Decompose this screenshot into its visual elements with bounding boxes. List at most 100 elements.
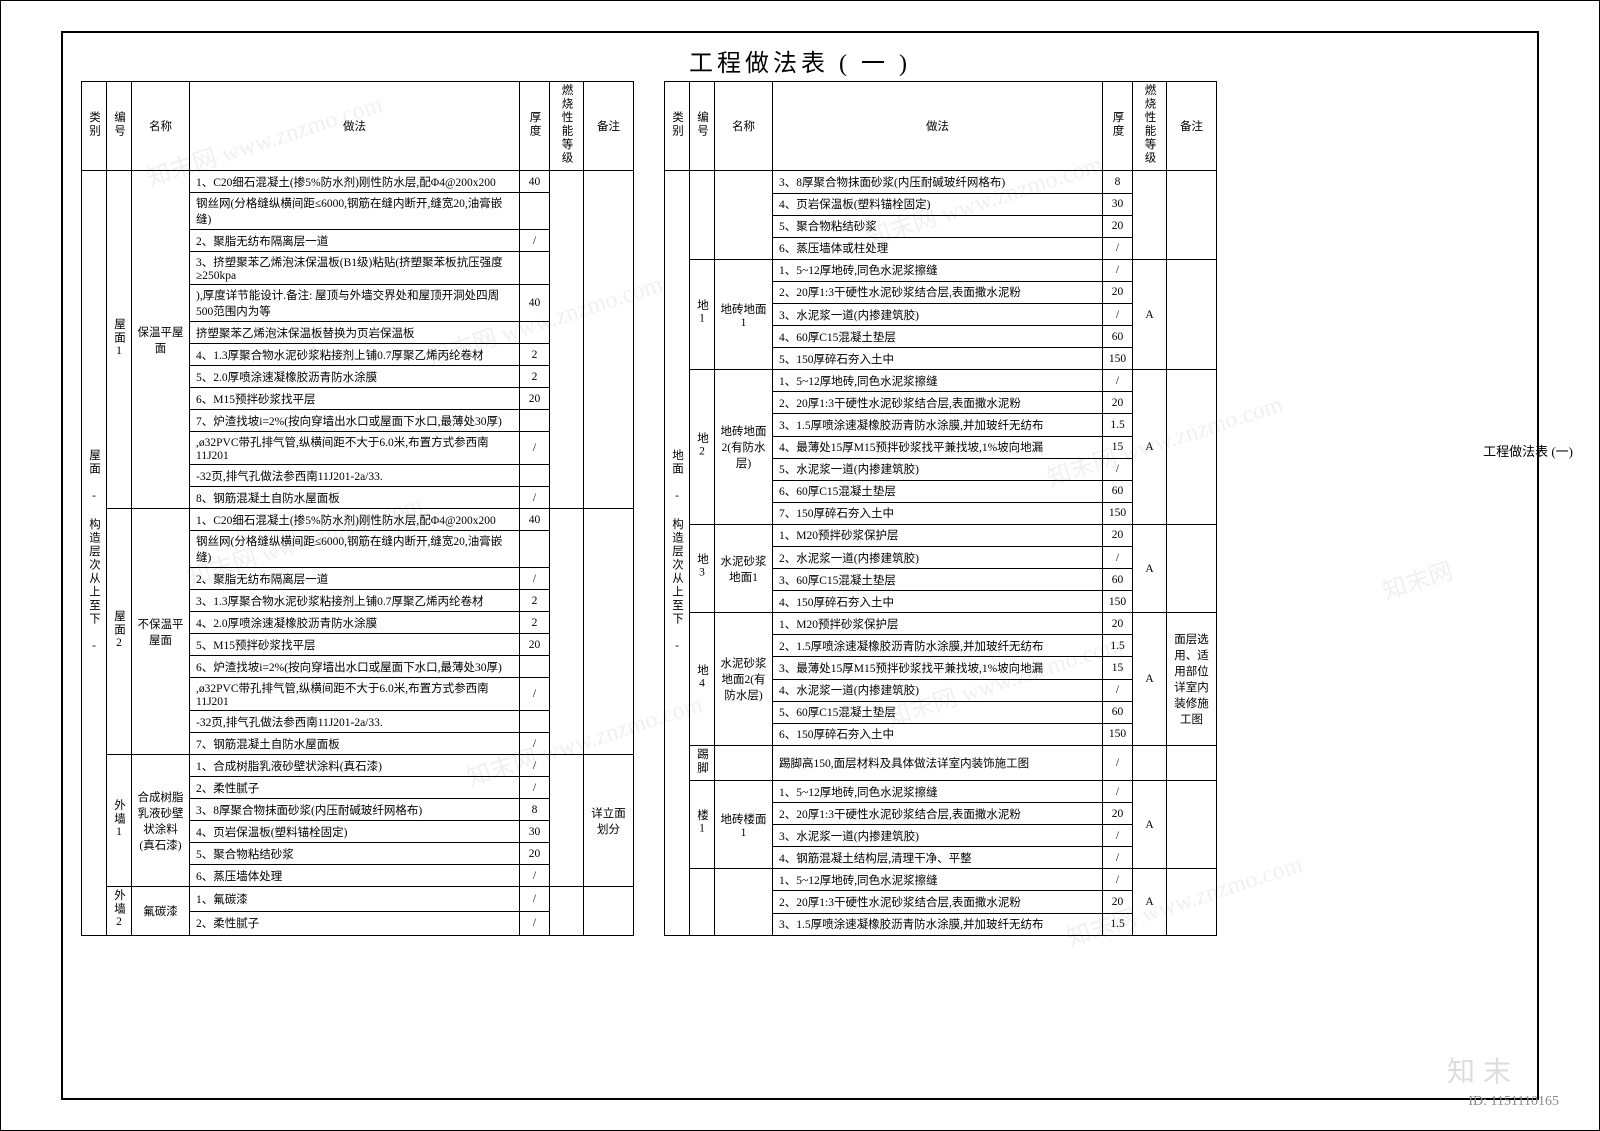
method-cell: 2、聚脂无纺布隔离层一道 [190, 568, 520, 590]
method-cell: 3、8厚聚合物抹面砂浆(内压耐碱玻纤网格布) [773, 171, 1103, 193]
thickness-cell: 60 [1103, 326, 1133, 348]
method-cell: 3、1.5厚喷涂速凝橡胶沥青防水涂膜,并加玻纤无纺布 [773, 414, 1103, 436]
method-cell: 6、150厚碎石夯入土中 [773, 723, 1103, 745]
thickness-cell: / [1103, 781, 1133, 803]
thickness-cell: / [520, 865, 550, 887]
method-cell: 3、水泥浆一道(内掺建筑胶) [773, 825, 1103, 847]
thickness-cell: 40 [520, 509, 550, 531]
remark-cell [584, 171, 634, 509]
method-cell: 1、5~12厚地砖,同色水泥浆擦缝 [773, 370, 1103, 392]
method-cell: 5、60厚C15混凝土垫层 [773, 701, 1103, 723]
method-cell: 3、水泥浆一道(内掺建筑胶) [773, 303, 1103, 325]
method-cell: 7、钢筋混凝土自防水屋面板 [190, 733, 520, 755]
thickness-cell: 150 [1103, 723, 1133, 745]
item-name [715, 745, 773, 780]
column-header: 厚度 [1103, 82, 1133, 171]
thickness-cell: 20 [1103, 392, 1133, 414]
method-cell: 挤塑聚苯乙烯泡沫保温板替换为页岩保温板 [190, 322, 520, 344]
method-cell: 7、炉渣找坡i=2%(按向穿墙出水口或屋面下水口,最薄处30厚) [190, 410, 520, 432]
thickness-cell: 20 [1103, 891, 1133, 913]
fire-grade-cell [550, 755, 584, 887]
thickness-cell [520, 410, 550, 432]
fire-grade-cell [1133, 171, 1167, 259]
method-cell: 1、M20预拌砂浆保护层 [773, 613, 1103, 635]
thickness-cell: / [1103, 847, 1133, 869]
fire-grade-cell [550, 171, 584, 509]
table-row: 楼1地砖楼面11、5~12厚地砖,同色水泥浆擦缝/A [665, 781, 1217, 803]
thickness-cell: / [520, 230, 550, 252]
method-cell: 1、合成树脂乳液砂壁状涂料(真石漆) [190, 755, 520, 777]
method-cell: 4、1.3厚聚合物水泥砂浆粘接剂上铺0.7厚聚乙烯丙纶卷材 [190, 344, 520, 366]
method-cell: 6、60厚C15混凝土垫层 [773, 480, 1103, 502]
thickness-cell: 20 [1103, 215, 1133, 237]
item-number [690, 869, 715, 936]
thickness-cell: 2 [520, 344, 550, 366]
thickness-cell: 1.5 [1103, 635, 1133, 657]
thickness-cell: 8 [1103, 171, 1133, 193]
column-header: 做法 [773, 82, 1103, 171]
remark-cell [584, 887, 634, 936]
brand-watermark: 知末 [1447, 1050, 1519, 1090]
remark-cell: 面层选用、适用部位详室内装修施工图 [1167, 613, 1217, 746]
thickness-cell [520, 465, 550, 487]
method-cell: 4、60厚C15混凝土垫层 [773, 326, 1103, 348]
thickness-cell [520, 656, 550, 678]
thickness-cell: 8 [520, 799, 550, 821]
thickness-cell: 60 [1103, 480, 1133, 502]
method-cell: 4、150厚碎石夯入土中 [773, 591, 1103, 613]
item-number: 地4 [690, 613, 715, 746]
method-cell: 2、20厚1:3干硬性水泥砂浆结合层,表面撒水泥粉 [773, 891, 1103, 913]
column-header: 编号 [107, 82, 132, 171]
thickness-cell: / [520, 755, 550, 777]
method-cell: 3、1.5厚喷涂速凝橡胶沥青防水涂膜,并加玻纤无纺布 [773, 913, 1103, 935]
table-row: 地4水泥砂浆地面2(有防水层)1、M20预拌砂浆保护层20A面层选用、适用部位详… [665, 613, 1217, 635]
item-name: 不保温平屋面 [132, 509, 190, 755]
fire-grade-cell: A [1133, 370, 1167, 525]
column-header: 厚度 [520, 82, 550, 171]
fire-grade-cell: A [1133, 259, 1167, 369]
thickness-cell: / [1103, 370, 1133, 392]
method-cell: -32页,排气孔做法参西南11J201-2a/33. [190, 465, 520, 487]
item-name: 地砖地面2(有防水层) [715, 370, 773, 525]
method-cell: 5、水泥浆一道(内掺建筑胶) [773, 458, 1103, 480]
item-number: 地2 [690, 370, 715, 525]
column-header: 燃烧性能等级 [550, 82, 584, 171]
column-header: 类别 [82, 82, 107, 171]
item-name: 水泥砂浆地面1 [715, 524, 773, 612]
thickness-cell: 20 [520, 634, 550, 656]
method-cell: 6、蒸压墙体或柱处理 [773, 237, 1103, 259]
method-cell: 4、2.0厚喷涂速凝橡胶沥青防水涂膜 [190, 612, 520, 634]
thickness-cell: 40 [520, 285, 550, 322]
method-cell: 3、最薄处15厚M15预拌砂浆找平兼找坡,1%坡向地漏 [773, 657, 1103, 679]
thickness-cell: 60 [1103, 701, 1133, 723]
method-cell: 2、聚脂无纺布隔离层一道 [190, 230, 520, 252]
method-cell: 2、1.5厚喷涂速凝橡胶沥青防水涂膜,并加玻纤无纺布 [773, 635, 1103, 657]
item-number: 外墙2 [107, 887, 132, 936]
thickness-cell [520, 252, 550, 285]
fire-grade-cell: A [1133, 781, 1167, 869]
thickness-cell: / [1103, 547, 1133, 569]
method-cell: 钢丝网(分格缝纵横间距≤6000,钢筋在缝内断开,缝宽20,油膏嵌缝) [190, 193, 520, 230]
item-number: 楼1 [690, 781, 715, 869]
thickness-cell: / [1103, 237, 1133, 259]
item-name: 保温平屋面 [132, 171, 190, 509]
thickness-cell: 20 [1103, 803, 1133, 825]
method-cell: 4、钢筋混凝土结构层,清理干净、平整 [773, 847, 1103, 869]
thickness-cell: / [520, 733, 550, 755]
thickness-cell: / [520, 887, 550, 912]
thickness-cell: 60 [1103, 569, 1133, 591]
method-cell: 钢丝网(分格缝纵横间距≤6000,钢筋在缝内断开,缝宽20,油膏嵌缝) [190, 531, 520, 568]
thickness-cell: 30 [1103, 193, 1133, 215]
column-header: 备注 [584, 82, 634, 171]
remark-cell [1167, 869, 1217, 936]
remark-cell [1167, 524, 1217, 612]
thickness-cell: / [1103, 303, 1133, 325]
item-number: 踢脚 [690, 745, 715, 780]
category-cell: 地面 - 构造层次从上至下 - [665, 171, 690, 936]
construction-table-right: 类别编号名称做法厚度燃烧性能等级备注地面 - 构造层次从上至下 -3、8厚聚合物… [664, 81, 1217, 936]
thickness-cell: / [1103, 869, 1133, 891]
thickness-cell: 20 [1103, 281, 1133, 303]
method-cell: 5、150厚碎石夯入土中 [773, 348, 1103, 370]
method-cell: 7、150厚碎石夯入土中 [773, 502, 1103, 524]
page-title: 工程做法表 ( 一 ) [1, 43, 1599, 78]
